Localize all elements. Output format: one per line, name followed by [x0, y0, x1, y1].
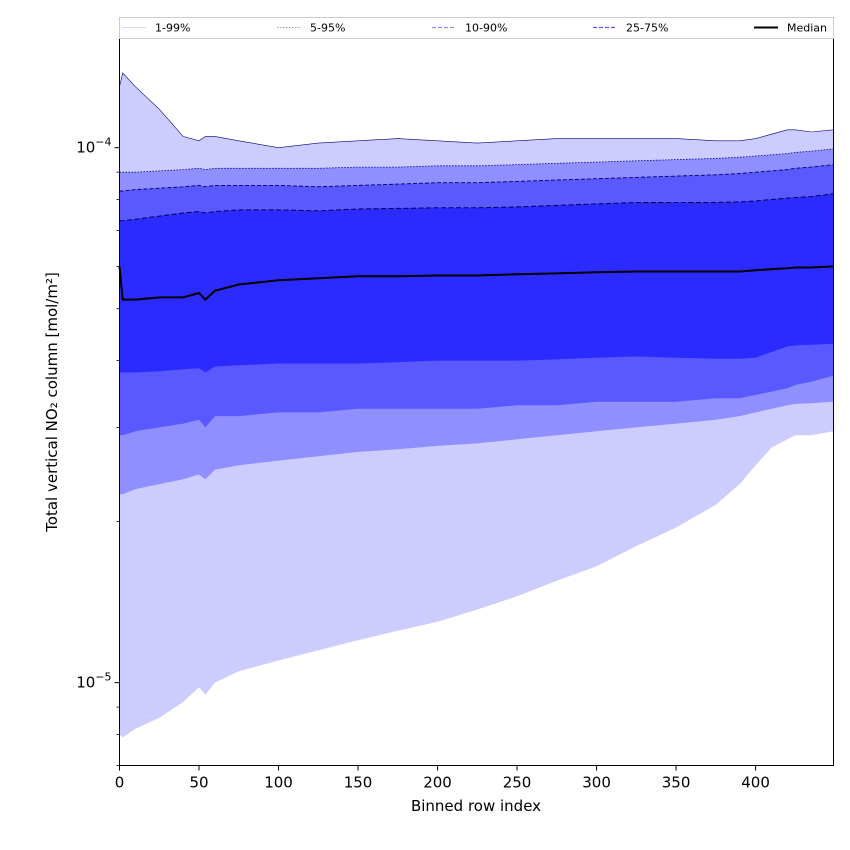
band-25-to-75 [119, 193, 834, 373]
x-axis-label: Binned row index [411, 797, 541, 815]
median-line [118, 265, 834, 301]
legend-label: Median [787, 22, 827, 35]
y-tick-label: 10−5 [76, 671, 111, 692]
band-edges-layer [119, 72, 834, 222]
x-tick-label: 200 [423, 774, 452, 792]
legend-label: 1-99% [155, 22, 190, 35]
bands-layer [119, 72, 834, 738]
legend-label: 5-95% [310, 22, 345, 35]
band-upper-edge-25-to-75 [119, 193, 834, 222]
legend-label: 25-75% [626, 22, 668, 35]
legend-label: 10-90% [465, 22, 507, 35]
y-tick-label: 10−4 [76, 136, 111, 157]
x-tick-label: 250 [503, 774, 532, 792]
legend-frame [119, 17, 834, 39]
band-upper-edge-1-to-99 [119, 72, 834, 149]
x-tick-label: 400 [741, 774, 770, 792]
x-tick-label: 50 [189, 774, 208, 792]
x-tick-label: 100 [264, 774, 293, 792]
legend: 1-99% 5-95% 10-90% 25-75% Median [119, 17, 834, 39]
median-layer [118, 265, 834, 301]
band-upper-edge-10-to-90 [119, 164, 834, 192]
x-axis: 0 50 100 150 200 250 300 350 400 [115, 765, 770, 792]
x-tick-label: 0 [115, 774, 125, 792]
x-tick-label: 350 [662, 774, 691, 792]
y-axis-label: Total vertical NO₂ column [mol/m²] [43, 272, 61, 533]
x-tick-label: 150 [344, 774, 373, 792]
x-tick-label: 300 [582, 774, 611, 792]
y-axis: 10−5 10−4 [76, 136, 120, 766]
